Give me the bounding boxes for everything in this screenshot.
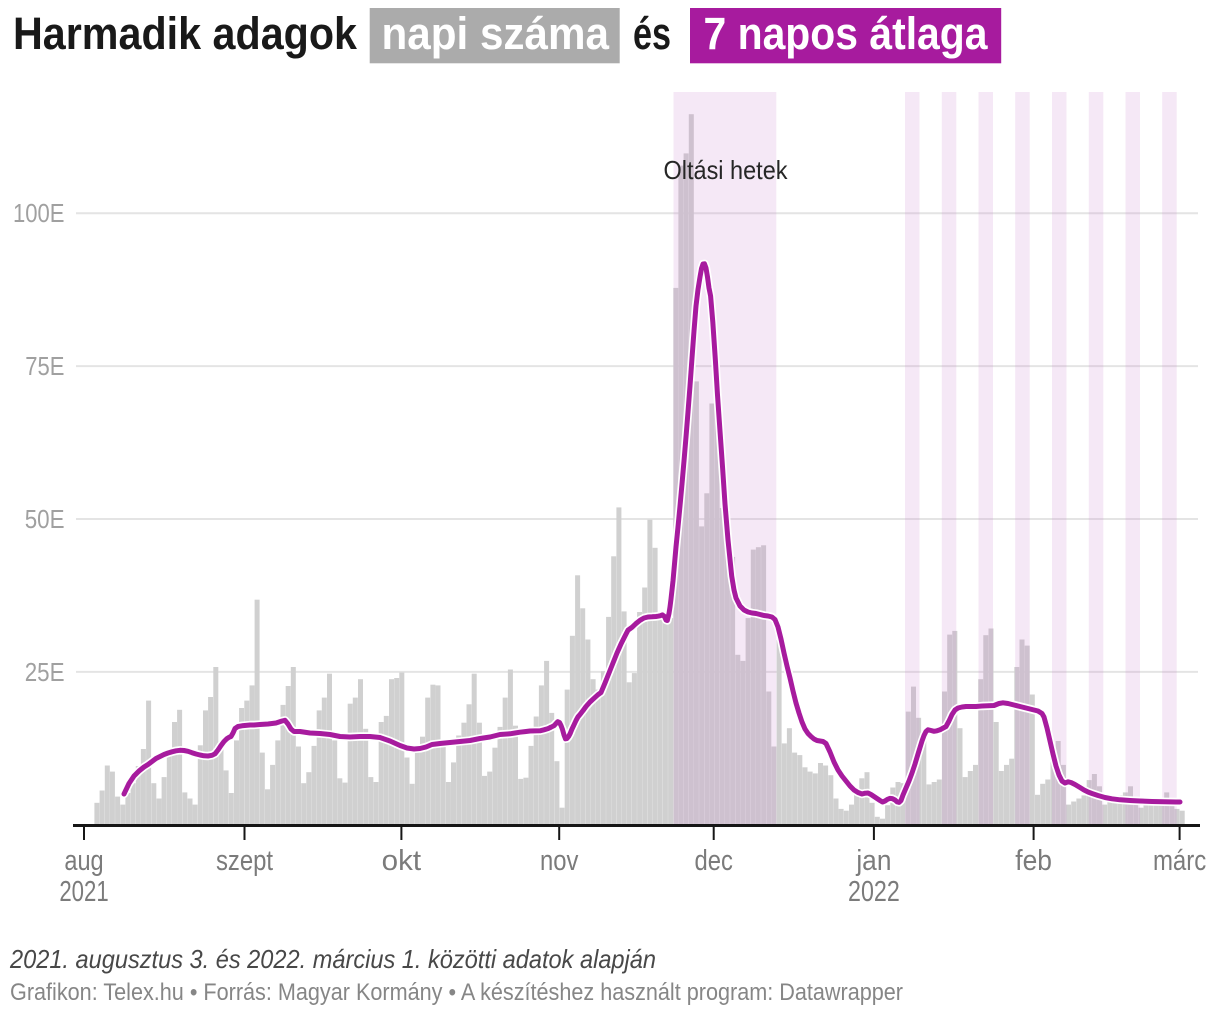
svg-text:aug: aug [64, 845, 103, 877]
svg-text:100E: 100E [13, 198, 65, 228]
svg-text:Harmadik adagok: Harmadik adagok [13, 8, 358, 59]
svg-text:25E: 25E [25, 657, 65, 687]
svg-text:szept: szept [216, 845, 273, 877]
svg-text:dec: dec [695, 845, 733, 877]
svg-text:márc: márc [1153, 845, 1206, 877]
svg-text:jan: jan [855, 845, 891, 877]
svg-text:2021. augusztus 3. és 2022. má: 2021. augusztus 3. és 2022. március 1. k… [9, 944, 656, 974]
svg-text:Oltási hetek: Oltási hetek [664, 155, 789, 185]
svg-text:napi száma: napi száma [382, 8, 610, 59]
svg-text:Grafikon: Telex.hu • Forrás: M: Grafikon: Telex.hu • Forrás: Magyar Korm… [10, 979, 903, 1006]
svg-text:7 napos átlaga: 7 napos átlaga [704, 8, 989, 59]
svg-text:okt: okt [382, 845, 421, 877]
svg-text:2022: 2022 [848, 876, 900, 908]
svg-text:75E: 75E [25, 351, 64, 381]
svg-text:feb: feb [1015, 845, 1052, 877]
svg-text:nov: nov [540, 845, 579, 877]
svg-text:50E: 50E [25, 504, 65, 534]
svg-text:2021: 2021 [59, 876, 108, 908]
svg-text:és: és [633, 8, 671, 59]
